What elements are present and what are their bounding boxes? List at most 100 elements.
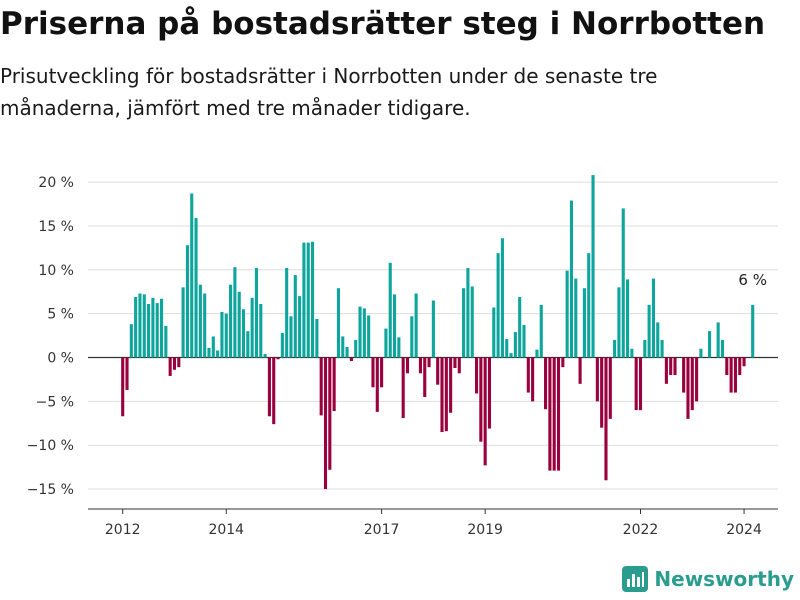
bar — [707, 331, 712, 358]
bar — [444, 357, 448, 432]
bar — [142, 294, 146, 358]
bar — [159, 298, 164, 358]
bar — [375, 357, 379, 412]
bar — [263, 353, 267, 358]
bar — [474, 357, 479, 394]
bar — [328, 357, 332, 470]
newsworthy-logo-icon — [622, 566, 649, 592]
bar — [168, 357, 172, 376]
bar — [470, 286, 474, 358]
bar — [224, 313, 228, 358]
bar — [198, 284, 202, 358]
bar — [595, 357, 599, 402]
bar — [151, 297, 155, 358]
bar — [751, 304, 755, 358]
y-tick-label: −10 % — [27, 438, 74, 454]
bar — [686, 357, 690, 419]
bar — [526, 357, 530, 393]
bar — [276, 357, 280, 360]
bar — [285, 268, 289, 358]
bar — [164, 325, 168, 358]
bar — [341, 336, 345, 358]
y-axis-ticks: 20 % 15 % 10 % 5 % 0 % −5 % −10 % −15 % — [27, 175, 74, 498]
bar — [319, 357, 323, 416]
bar — [246, 331, 250, 358]
bar — [695, 357, 699, 402]
bar — [531, 357, 535, 402]
bar — [496, 253, 500, 358]
bar — [177, 357, 181, 368]
x-tick-label: 2012 — [105, 522, 141, 538]
x-tick-label: 2024 — [726, 522, 762, 538]
bar — [181, 287, 185, 358]
bar — [574, 278, 578, 358]
y-tick-label: −15 % — [27, 482, 74, 498]
bar — [466, 268, 470, 358]
bar — [384, 328, 388, 358]
bar — [582, 288, 586, 358]
y-tick-label: −5 % — [36, 394, 74, 410]
bar — [293, 275, 297, 358]
bar — [289, 316, 293, 358]
bar — [453, 357, 457, 369]
bar — [617, 287, 621, 358]
bar — [587, 253, 591, 358]
bar — [462, 288, 466, 358]
y-tick-label: 20 % — [38, 175, 74, 191]
newsworthy-logo: Newsworthy — [622, 566, 794, 592]
bar — [138, 293, 142, 358]
bar — [194, 218, 198, 358]
bar — [237, 291, 241, 358]
bar — [241, 309, 246, 358]
bar — [423, 357, 427, 397]
bar — [388, 262, 392, 358]
bar — [203, 293, 207, 358]
bar — [725, 357, 729, 376]
bar — [345, 346, 349, 358]
x-tick-label: 2014 — [208, 522, 244, 538]
bar — [492, 307, 496, 358]
bar — [349, 357, 353, 362]
bar — [548, 357, 552, 471]
x-tick-label: 2019 — [467, 522, 503, 538]
bar — [539, 304, 543, 358]
bar — [367, 315, 371, 358]
bar — [535, 349, 539, 358]
bar — [323, 357, 328, 490]
bar — [449, 357, 453, 413]
bar — [742, 357, 746, 367]
bar — [440, 357, 444, 433]
bar — [306, 242, 310, 358]
bar — [578, 357, 582, 384]
bar — [729, 357, 733, 393]
bar — [211, 336, 215, 358]
bar — [690, 357, 694, 411]
bar — [129, 324, 133, 358]
bar — [591, 175, 595, 358]
bar — [436, 357, 440, 385]
bar — [315, 318, 319, 358]
bar — [336, 288, 340, 358]
x-axis: 2012 2014 2017 2019 2022 2024 — [88, 508, 778, 538]
bar — [638, 357, 643, 411]
bar — [699, 348, 703, 358]
bar — [121, 357, 125, 417]
y-tick-label: 0 % — [47, 351, 74, 367]
bar — [479, 357, 483, 442]
bar — [626, 279, 630, 358]
bar — [311, 241, 315, 358]
bar — [664, 357, 668, 384]
bar — [643, 339, 647, 358]
bar — [505, 339, 509, 358]
bar — [565, 270, 569, 358]
bar — [371, 357, 375, 388]
bar — [134, 296, 138, 358]
bar — [229, 284, 233, 358]
bar — [250, 297, 254, 358]
bar — [397, 337, 401, 358]
bar — [259, 304, 263, 358]
bar — [509, 353, 513, 358]
y-tick-label: 15 % — [38, 219, 74, 235]
bar — [518, 296, 522, 358]
